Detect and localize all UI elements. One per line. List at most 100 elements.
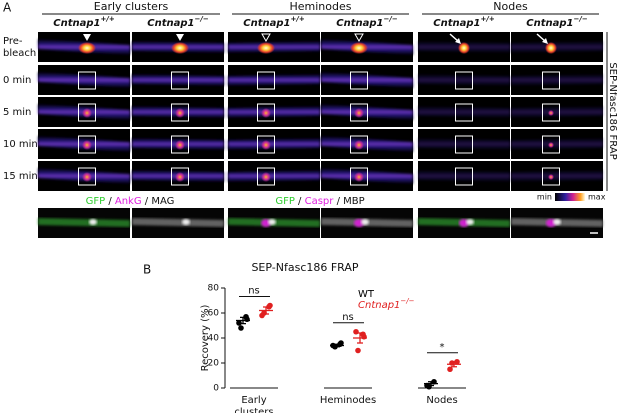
fiber [511,138,603,150]
significance-label: * [440,342,445,353]
y-tick-label: 80 [208,284,220,294]
recovered-spot [548,174,554,180]
group-title: Heminodes [290,0,352,13]
row-label: 15 min [3,171,38,182]
genotype-label: Cntnap1−/− [336,15,398,29]
row-label: bleach [3,48,36,59]
separator: / [145,196,149,207]
stain-spot [268,219,276,225]
bleach-roi [542,103,560,122]
fiber [418,106,510,118]
stain-name: AnkG [115,196,142,207]
bleach-roi [171,103,189,122]
separator: / [108,196,112,207]
bright-spot [458,42,470,54]
gene: Cntnap1 [336,18,383,29]
y-tick-label: 40 [208,334,220,344]
recovered-spot [261,108,271,118]
bleach-roi [455,71,473,90]
stain-legend: GFP / Caspr / MBP [275,196,364,207]
x-tick-label: Heminodes [320,395,376,406]
data-point [353,328,359,335]
allele: +/+ [100,15,114,23]
legend-entry: Cntnap1−/− [358,297,415,311]
recovered-spot [175,108,185,118]
fiber [511,170,603,182]
bleach-roi [542,71,560,90]
gene: Cntnap1 [53,18,100,29]
legend-name: WT [358,289,375,300]
allele: +/+ [480,15,494,23]
stain-name: GFP [275,196,295,207]
data-point [355,347,361,354]
recovered-spot [82,108,92,118]
chart-title: SEP-Nfasc186 FRAP [251,261,358,274]
recovered-spot [175,172,185,182]
stain-name: MBP [343,196,365,207]
recovered-spot [175,140,185,150]
stain-name: MAG [151,196,174,207]
x-tick-label: Early clusters [234,395,273,413]
stain-fiber [38,218,130,227]
fiber [418,170,510,182]
stain-legend: GFP / AnkG / MAG [86,196,175,207]
bright-spot [257,42,275,54]
bleach-roi [78,103,96,122]
arrowhead [455,38,461,44]
gene: Cntnap1 [243,18,290,29]
bleach-roi [171,71,189,90]
allele: −/− [383,15,397,23]
y-tick-label: 60 [208,309,220,319]
gene: Cntnap1 [526,18,573,29]
fiber [38,72,130,88]
recovered-spot [261,140,271,150]
bleach-roi [542,135,560,154]
fiber [132,74,224,86]
stain-fiber [132,218,224,227]
bleach-roi [78,167,96,186]
bleach-roi [455,103,473,122]
bleach-roi [350,167,368,186]
bleach-roi [350,135,368,154]
stain-name: GFP [86,196,106,207]
recovered-spot [354,140,364,150]
gene: Cntnap1 [433,18,480,29]
arrowhead [261,33,271,43]
fiber [511,106,603,118]
data-point [361,333,367,340]
y-tick-label: 20 [208,359,220,369]
genotype-label: Cntnap1−/− [147,15,209,29]
x-tick-label: Nodes [426,395,457,406]
bright-spot [78,42,96,54]
legend-name: Cntnap1 [358,300,400,311]
fiber [511,41,603,53]
legend-sup: −/− [400,297,414,305]
bleach-roi [350,103,368,122]
data-point [447,366,453,373]
bright-spot [350,42,368,54]
genotype-label: Cntnap1−/− [526,15,588,29]
bleach-roi [257,71,275,90]
bleach-roi [455,135,473,154]
stain-spot [553,219,561,225]
row-label: 10 min [3,139,38,150]
side-label: SEP-Nfasc186 FRAP [607,62,617,159]
bleach-roi [455,167,473,186]
separator: / [337,196,341,207]
fiber [418,74,510,86]
bleach-roi [78,135,96,154]
gene: Cntnap1 [147,18,194,29]
recovered-spot [354,108,364,118]
colorbar [555,193,585,201]
allele: −/− [573,15,587,23]
row-label: Pre- [3,36,23,47]
genotype-label: Cntnap1+/+ [243,15,305,29]
recovered-spot [82,140,92,150]
fiber [511,74,603,86]
data-point [238,325,244,331]
recovered-spot [548,110,554,116]
bleach-roi [542,167,560,186]
bright-spot [545,42,557,54]
recovered-spot [354,172,364,182]
